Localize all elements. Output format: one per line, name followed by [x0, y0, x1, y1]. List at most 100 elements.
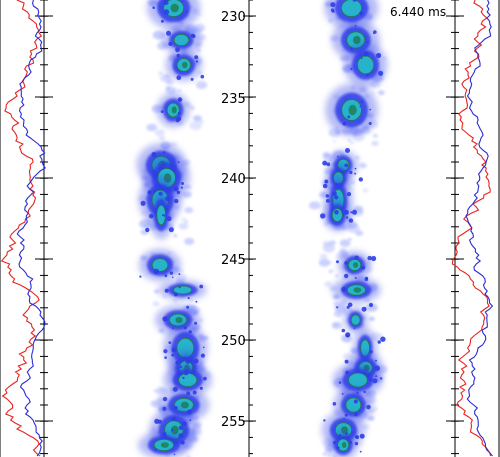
mist-droplet: [158, 388, 165, 393]
satellite-droplet: [330, 8, 335, 12]
satellite-droplet: [367, 255, 372, 261]
satellite-droplet: [195, 300, 198, 303]
mist-droplet: [339, 239, 351, 247]
satellite-droplet: [203, 376, 207, 381]
mist-droplet: [322, 152, 330, 158]
satellite-droplet: [190, 77, 194, 81]
satellite-droplet: [171, 347, 177, 353]
satellite-droplet: [162, 432, 167, 436]
mist-droplet: [181, 217, 187, 222]
mist-droplet: [189, 105, 195, 110]
satellite-droplet: [187, 297, 190, 300]
satellite-droplet: [169, 271, 174, 275]
satellite-droplet: [372, 378, 378, 384]
satellite-droplet: [334, 210, 339, 215]
satellite-droplet: [341, 286, 347, 292]
satellite-droplet: [200, 353, 205, 358]
satellite-droplet: [373, 30, 377, 34]
satellite-droplet: [160, 19, 164, 23]
satellite-droplet: [365, 73, 369, 77]
satellite-droplet: [178, 425, 184, 430]
mist-droplet: [178, 222, 189, 230]
satellite-droplet: [174, 198, 179, 204]
satellite-droplet: [175, 360, 179, 365]
liquid-dense-core: [182, 61, 188, 69]
satellite-droplet: [350, 67, 353, 70]
liquid-dense-core: [348, 104, 357, 116]
satellite-droplet: [359, 433, 365, 439]
satellite-droplet: [344, 359, 349, 364]
satellite-droplet: [140, 200, 146, 206]
satellite-droplet: [337, 155, 339, 158]
liquid-core: [151, 258, 169, 272]
mist-droplet: [173, 234, 178, 238]
satellite-droplet: [330, 2, 336, 8]
liquid-core: [178, 372, 198, 388]
mist-droplet: [328, 240, 336, 246]
mist-droplet: [367, 415, 375, 421]
mist-droplet: [184, 220, 189, 224]
satellite-droplet: [354, 167, 357, 170]
satellite-droplet: [139, 275, 142, 278]
mist-droplet: [192, 305, 196, 308]
satellite-droplet: [199, 284, 204, 289]
satellite-droplet: [361, 265, 366, 270]
satellite-droplet: [182, 421, 187, 427]
satellite-droplet: [324, 179, 329, 184]
satellite-droplet: [334, 195, 339, 200]
mist-droplet: [319, 253, 328, 260]
satellite-droplet: [199, 386, 203, 390]
satellite-droplet: [336, 306, 339, 309]
left-droplet-cloud: [136, 0, 212, 457]
mist-droplet: [359, 162, 367, 169]
center-axis-ticks: [243, 0, 256, 455]
satellite-droplet: [176, 75, 182, 81]
satellite-droplet: [354, 276, 357, 279]
satellite-droplet: [380, 336, 386, 342]
satellite-droplet: [354, 255, 359, 260]
satellite-droplet: [168, 41, 173, 47]
liquid-core: [173, 285, 193, 295]
satellite-droplet: [193, 358, 199, 364]
mist-droplet: [154, 129, 165, 137]
mist-droplet: [308, 201, 321, 210]
satellite-droplet: [366, 404, 371, 410]
satellite-droplet: [176, 53, 181, 58]
right-droplet-cloud: [308, 0, 388, 457]
satellite-droplet: [347, 115, 351, 119]
mist-droplet: [347, 139, 351, 142]
satellite-droplet: [354, 441, 359, 446]
satellite-droplet: [152, 6, 155, 9]
satellite-droplet: [163, 214, 166, 217]
mist-droplet: [335, 274, 340, 278]
satellite-droplet: [181, 182, 184, 185]
satellite-droplet: [359, 450, 362, 453]
satellite-droplet: [378, 70, 384, 76]
satellite-droplet: [376, 52, 382, 59]
satellite-droplet: [190, 33, 195, 38]
satellite-droplet: [369, 108, 372, 111]
mist-droplet: [152, 301, 160, 307]
mist-droplet: [372, 134, 378, 138]
mist-droplet: [348, 238, 352, 241]
satellite-droplet: [185, 359, 191, 364]
satellite-droplet: [356, 391, 359, 394]
satellite-droplet: [364, 277, 369, 282]
satellite-droplet: [325, 194, 330, 198]
mist-droplet: [195, 80, 208, 90]
satellite-droplet: [178, 273, 181, 276]
mist-droplet: [158, 71, 163, 76]
satellite-droplet: [350, 211, 353, 214]
liquid-dense-core: [180, 401, 189, 409]
satellite-droplet: [166, 216, 172, 222]
satellite-droplet: [344, 261, 348, 265]
satellite-droplet: [177, 111, 181, 115]
mist-droplet: [334, 304, 347, 313]
axis-tick-labels: 230 235 240 245 250 255: [221, 10, 246, 430]
satellite-droplet: [194, 321, 198, 325]
satellite-droplet: [361, 306, 367, 312]
satellite-droplet: [178, 433, 184, 439]
mist-droplet: [328, 261, 332, 264]
satellite-droplet: [173, 453, 176, 456]
satellite-droplet: [168, 341, 172, 344]
